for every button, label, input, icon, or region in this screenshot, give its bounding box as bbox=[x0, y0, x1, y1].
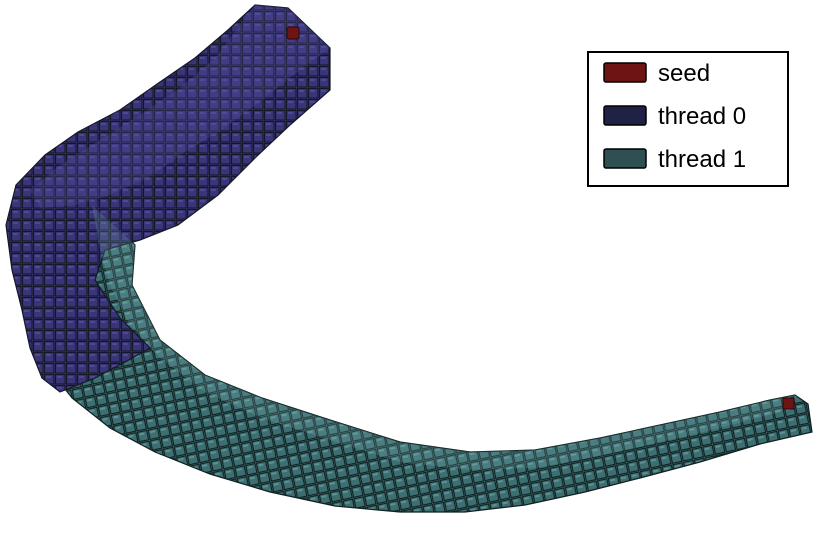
thread-1-region bbox=[9, 204, 813, 513]
seed-voxel-lower bbox=[782, 397, 795, 410]
legend-label-thread-1: thread 1 bbox=[658, 146, 746, 173]
seed-voxel-upper bbox=[286, 26, 300, 40]
legend-label-thread-0: thread 0 bbox=[658, 103, 746, 130]
thread-1-top-face-shade bbox=[92, 205, 795, 470]
legend-swatch-thread-1 bbox=[603, 148, 647, 169]
legend-swatch-thread-0 bbox=[603, 105, 647, 126]
thread-0-top-face-shade bbox=[30, 5, 330, 208]
legend: seed thread 0 thread 1 bbox=[587, 51, 789, 187]
legend-label-seed: seed bbox=[658, 60, 710, 87]
thread-0-region bbox=[5, 4, 331, 393]
legend-swatch-seed bbox=[603, 62, 647, 83]
